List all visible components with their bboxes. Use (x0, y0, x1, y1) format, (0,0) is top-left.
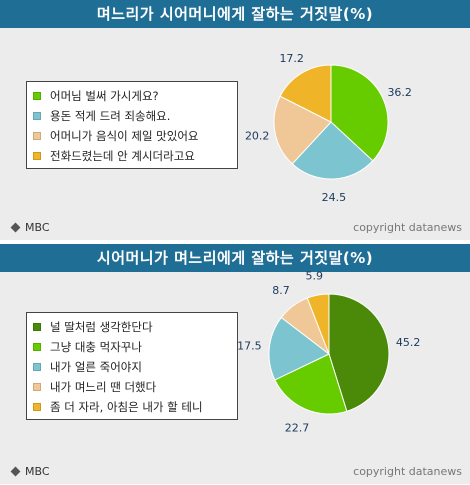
pie-slice (268, 316, 330, 381)
legend-swatch (33, 343, 41, 351)
pie-chart: 36.2 24.5 20.2 17.2 (245, 52, 412, 204)
pie-slice (330, 64, 389, 162)
legend-swatch (33, 112, 41, 120)
legend-item: 전화드렸는데 안 계시더라고요 (27, 146, 237, 166)
divider (0, 240, 470, 244)
source-label: MBC (25, 221, 50, 234)
slice-value-label: 5.9 (306, 269, 324, 282)
chart-panel-2: 시어머니가 며느리에게 잘하는 거짓말(%) 45.2 22.7 17.5 8.7 5.… (0, 244, 470, 484)
legend-swatch (33, 323, 41, 331)
legend-swatch (33, 152, 41, 160)
slice-value-label: 17.5 (237, 340, 262, 353)
pie-slice (291, 121, 374, 180)
legend-item: 좀 더 자라, 아침은 내가 할 테니 (27, 397, 237, 417)
legend-swatch (33, 383, 41, 391)
copyright: copyright datanews (353, 465, 462, 478)
legend-label: 어머님 벌써 가시게요? (50, 89, 159, 103)
slice-value-label: 8.7 (272, 284, 290, 297)
legend-item: 어머니가 음식이 제일 맛있어요 (27, 126, 237, 146)
legend-item: 내가 얼른 죽어야지 (27, 357, 237, 377)
legend-swatch (33, 363, 41, 371)
slice-value-label: 45.2 (396, 336, 421, 349)
legend-label: 전화드렸는데 안 계시더라고요 (50, 149, 195, 163)
legend-item: 널 딸처럼 생각한단다 (27, 317, 237, 337)
legend-swatch (33, 132, 41, 140)
slice-value-label: 22.7 (285, 421, 310, 434)
legend-item: 내가 며느리 땐 더했다 (27, 377, 237, 397)
pie-slice (274, 353, 348, 415)
chart-title: 시어머니가 며느리에게 잘하는 거짓말(%) (0, 244, 470, 272)
pie-slice (306, 293, 330, 355)
legend-label: 내가 얼른 죽어야지 (50, 360, 142, 374)
legend-label: 용돈 적게 드려 죄송해요. (50, 109, 171, 123)
diamond-icon (10, 466, 21, 477)
slice-value-label: 17.2 (279, 52, 304, 65)
pie-chart: 45.2 22.7 17.5 8.7 5.9 (237, 269, 421, 434)
legend-label: 좀 더 자라, 아침은 내가 할 테니 (50, 400, 203, 414)
source-label: MBC (25, 465, 50, 478)
legend-swatch (33, 403, 41, 411)
slice-value-label: 20.2 (245, 129, 270, 142)
legend-item: 어머님 벌써 가시게요? (27, 86, 237, 106)
pie-slice (328, 293, 390, 412)
legend-label: 널 딸처럼 생각한단다 (50, 320, 153, 334)
legend-item: 용돈 적게 드려 죄송해요. (27, 106, 237, 126)
legend-swatch (33, 92, 41, 100)
chart-title: 며느리가 시어머니에게 잘하는 거짓말(%) (0, 0, 470, 28)
legend: 어머님 벌써 가시게요? 용돈 적게 드려 죄송해요. 어머니가 음식이 제일 맛있… (26, 81, 238, 169)
slice-value-label: 36.2 (387, 86, 412, 99)
source: MBC (10, 465, 50, 478)
slice-value-label: 24.5 (322, 191, 347, 204)
source: MBC (10, 221, 50, 234)
legend-label: 그냥 대충 먹자꾸나 (50, 340, 142, 354)
pie-slice (279, 64, 332, 123)
chart-panel-1: 며느리가 시어머니에게 잘하는 거짓말(%) 36.2 24.5 20.2 17.2 … (0, 0, 470, 240)
pie-slice (273, 95, 332, 165)
legend-item: 그냥 대충 먹자꾸나 (27, 337, 237, 357)
legend-label: 내가 며느리 땐 더했다 (50, 380, 157, 394)
diamond-icon (10, 222, 21, 233)
legend-label: 어머니가 음식이 제일 맛있어요 (50, 129, 199, 143)
copyright: copyright datanews (353, 221, 462, 234)
